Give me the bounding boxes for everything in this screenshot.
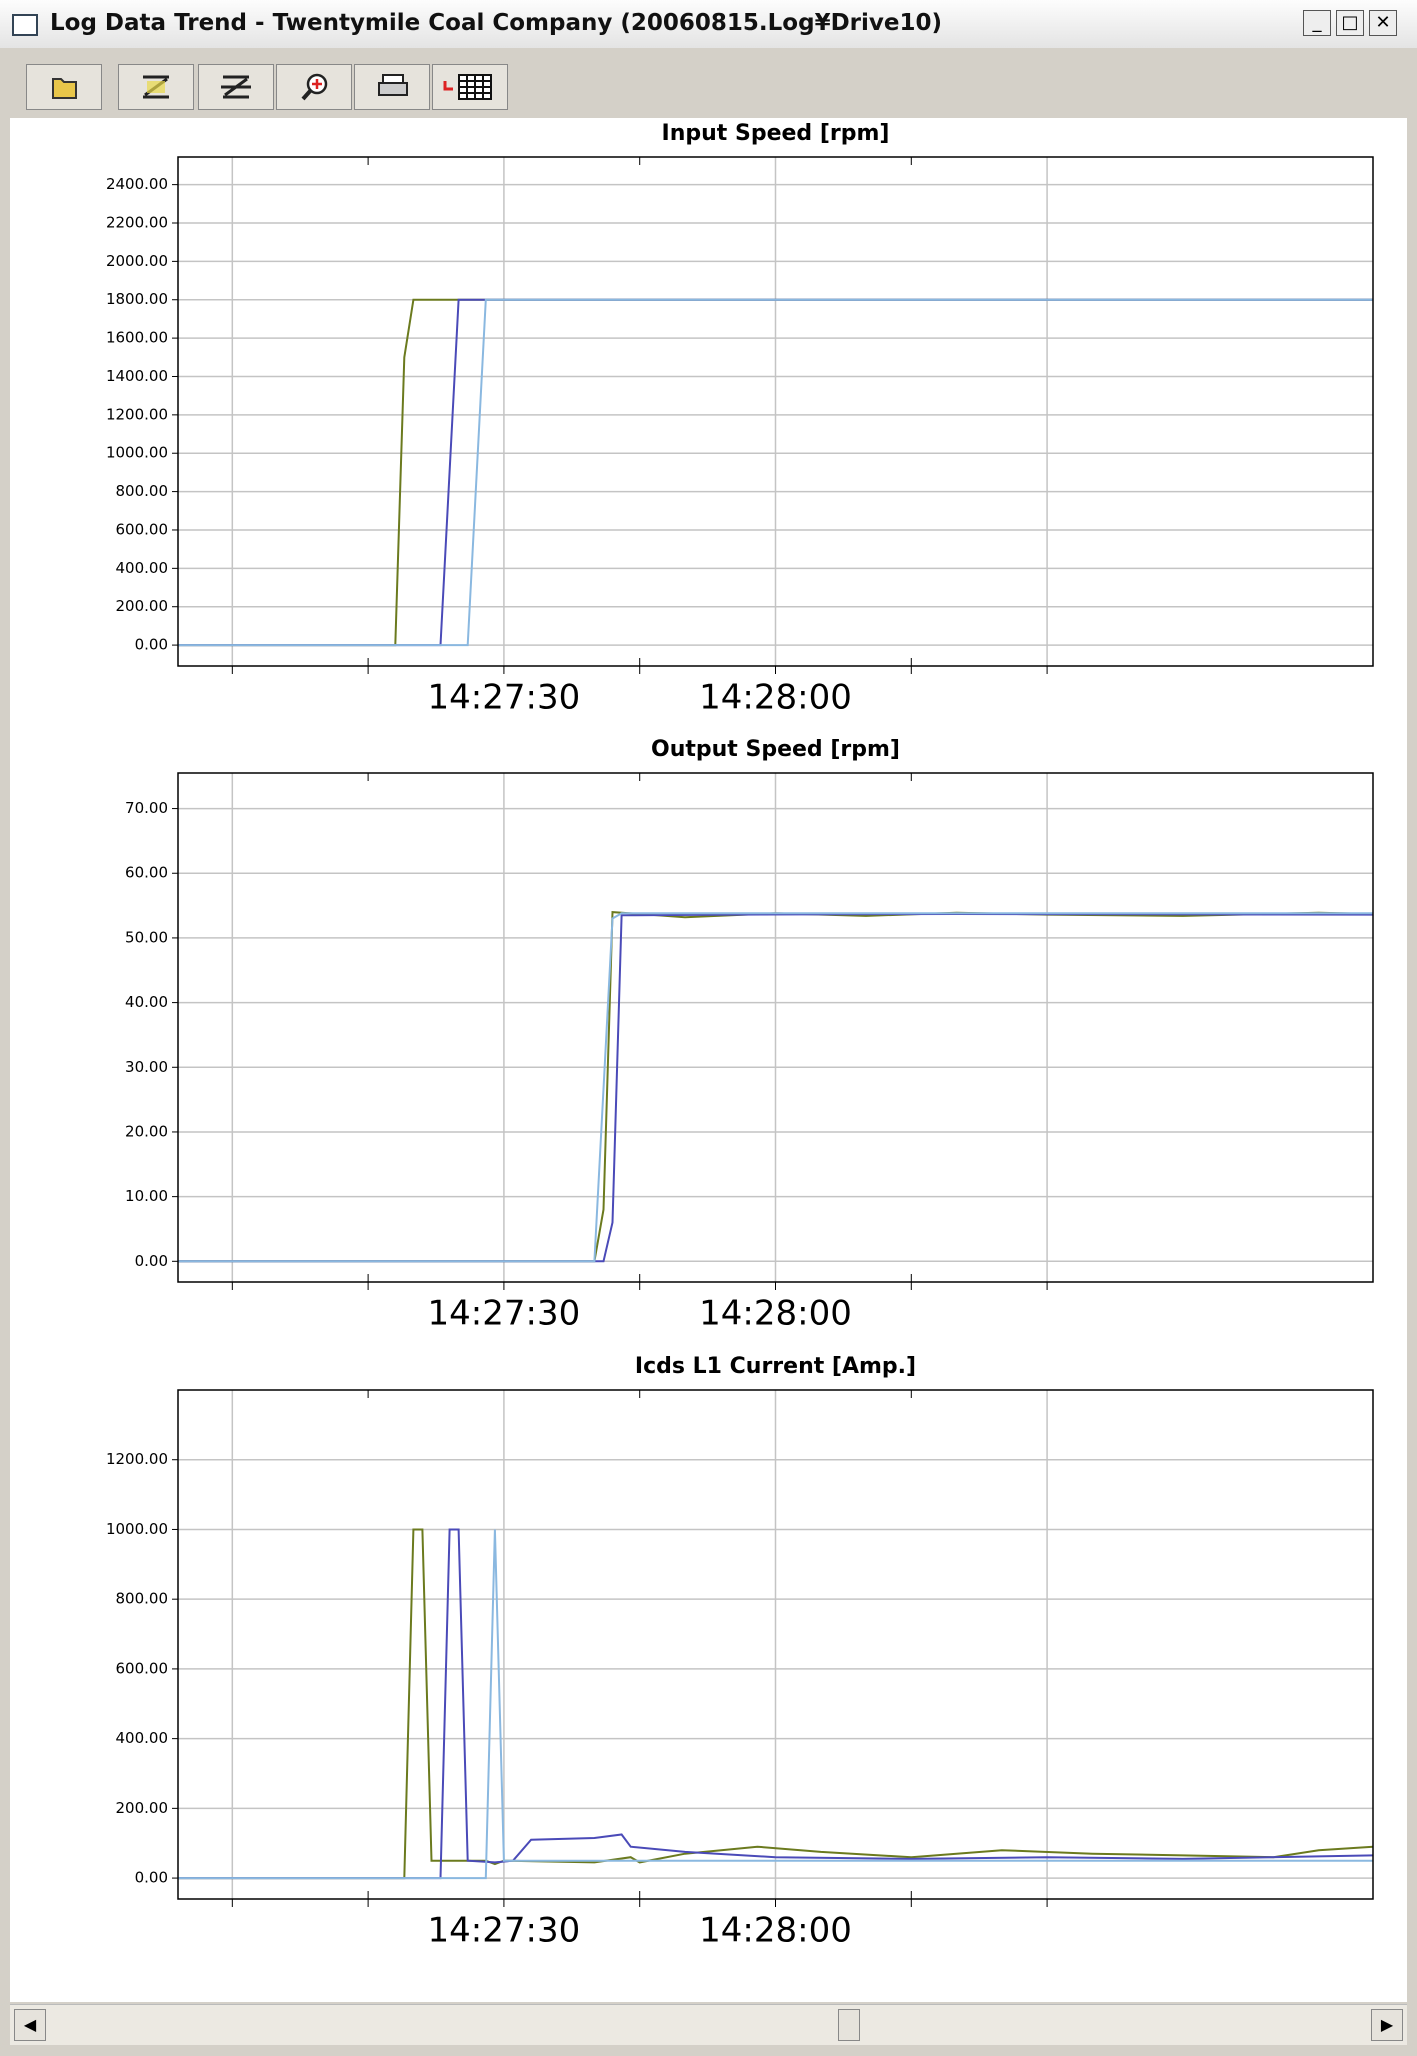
x-tick-label: 14:27:30 [428,1294,581,1334]
series-line [178,912,1373,1263]
series-line [178,298,1373,647]
title-bar: Log Data Trend - Twentymile Coal Company… [0,0,1417,49]
y-tick-label: 40.00 [125,993,168,1011]
plot-border [177,1389,1374,1900]
series-line [178,1528,1373,1880]
y-tick-label: 20.00 [125,1122,168,1140]
chart-title: Input Speed [rpm] [662,121,890,146]
y-tick-label: 1400.00 [106,367,168,385]
x-tick-label: 14:28:00 [699,678,852,718]
export-table-button[interactable] [432,64,508,110]
x-tick-label: 14:27:30 [428,678,581,718]
series-line [178,1529,1373,1880]
y-tick-label: 1200.00 [106,1450,168,1468]
scroll-thumb[interactable] [838,2009,860,2041]
y-tick-label: 0.00 [135,636,168,654]
chart-title: Icds L1 Current [Amp.] [635,1354,916,1379]
open-button[interactable] [26,64,102,110]
x-tick-label: 14:28:00 [699,1294,852,1334]
y-tick-label: 600.00 [116,1659,169,1677]
zoom-x-button[interactable] [198,64,274,110]
y-tick-label: 200.00 [116,597,169,615]
maximize-button[interactable]: □ [1336,10,1364,36]
plot-border [177,156,1374,667]
y-tick-label: 400.00 [116,1729,169,1747]
y-tick-label: 1000.00 [106,1520,168,1538]
y-tick-label: 2200.00 [106,213,168,231]
y-tick-label: 0.00 [135,1252,168,1270]
y-tick-label: 400.00 [116,559,169,577]
x-tick-label: 14:27:30 [428,1911,581,1951]
horizontal-scrollbar[interactable]: ◀ ▶ [10,2004,1407,2045]
y-tick-label: 2000.00 [106,252,168,270]
close-button[interactable]: ✕ [1369,10,1397,36]
y-tick-label: 0.00 [135,1869,168,1887]
zoom-y-button[interactable] [118,64,194,110]
y-tick-label: 1000.00 [106,444,168,462]
y-tick-label: 1200.00 [106,405,168,423]
window-title: Log Data Trend - Twentymile Coal Company… [50,10,943,36]
plot-border [177,772,1374,1283]
zoom-button[interactable] [276,64,352,110]
y-tick-label: 60.00 [125,864,168,882]
y-tick-label: 200.00 [116,1799,169,1817]
y-tick-label: 30.00 [125,1058,168,1076]
scroll-right-button[interactable]: ▶ [1371,2009,1403,2041]
y-tick-label: 600.00 [116,520,169,538]
y-tick-label: 1600.00 [106,329,168,347]
y-tick-label: 10.00 [125,1187,168,1205]
toolbar [0,48,1417,118]
y-tick-label: 2400.00 [106,175,168,193]
y-tick-label: 70.00 [125,799,168,817]
series-line [178,1528,1373,1880]
print-button[interactable] [354,64,430,110]
y-tick-label: 800.00 [116,1590,169,1608]
chart-title: Output Speed [rpm] [651,737,900,762]
y-tick-label: 800.00 [116,482,169,500]
app-icon [12,14,38,36]
scroll-left-button[interactable]: ◀ [14,2009,46,2041]
y-tick-label: 50.00 [125,928,168,946]
minimize-button[interactable]: _ [1303,10,1331,36]
charts: Input Speed [rpm] 0.00 200.00 400.00 600.00 8… [10,118,1407,2002]
y-tick-label: 1800.00 [106,290,168,308]
x-tick-label: 14:28:00 [699,1911,852,1951]
